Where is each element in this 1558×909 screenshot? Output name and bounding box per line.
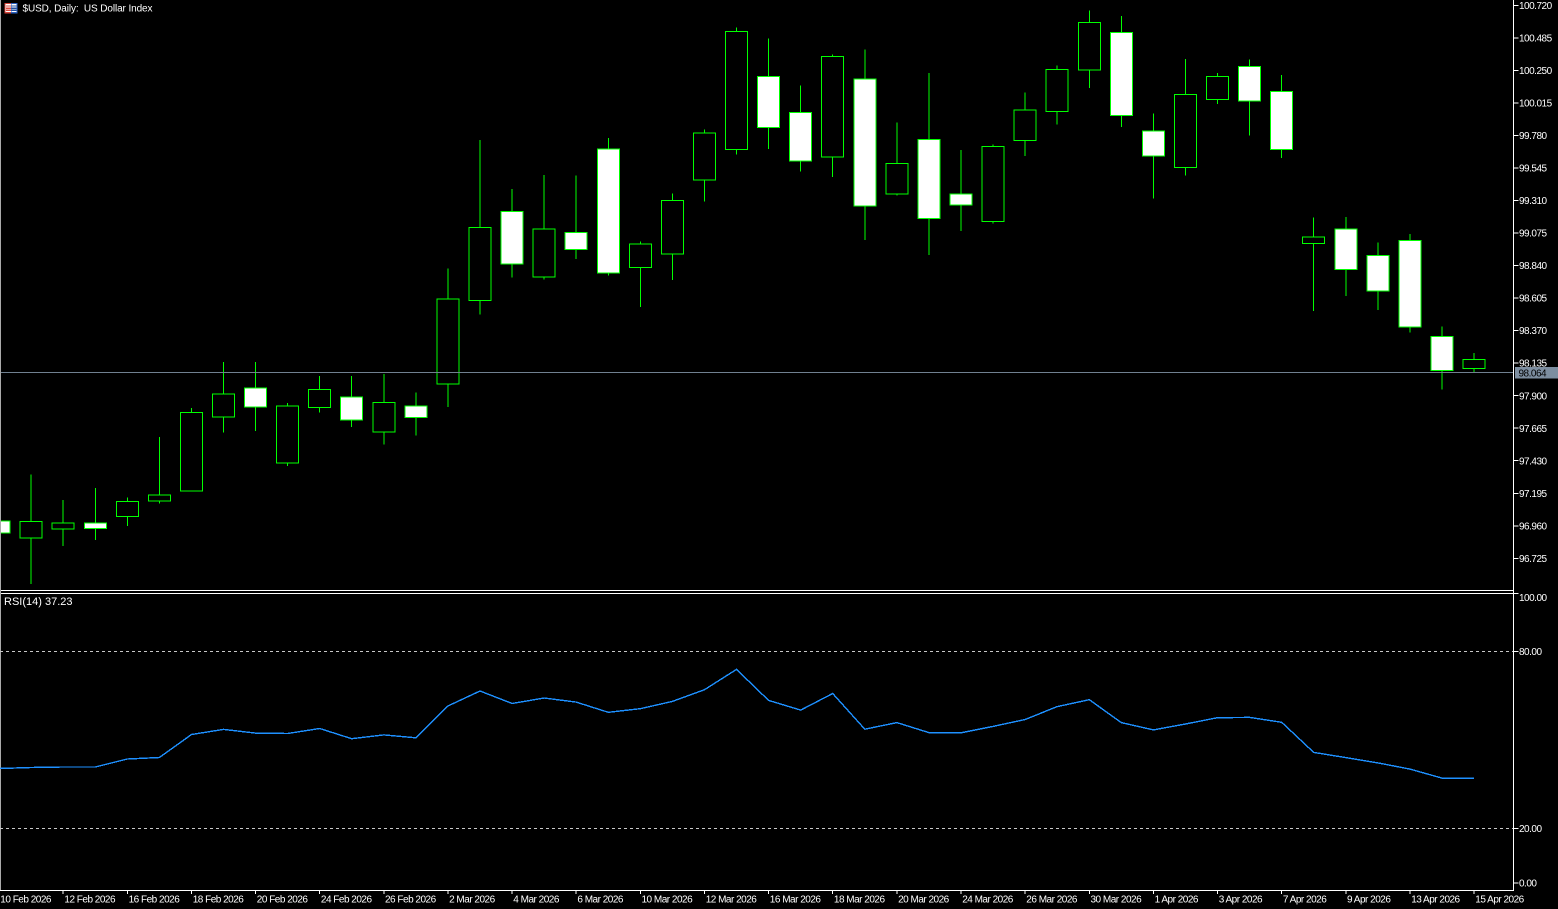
svg-text:16 Mar 2026: 16 Mar 2026 [770, 894, 822, 905]
svg-text:97.430: 97.430 [1519, 456, 1548, 467]
svg-text:99.545: 99.545 [1519, 164, 1548, 175]
svg-text:10 Mar 2026: 10 Mar 2026 [642, 894, 694, 905]
svg-text:97.665: 97.665 [1519, 424, 1548, 435]
svg-text:6 Mar 2026: 6 Mar 2026 [577, 894, 624, 905]
svg-text:20.00: 20.00 [1519, 824, 1542, 835]
svg-text:98.605: 98.605 [1519, 294, 1548, 305]
svg-text:12 Feb 2026: 12 Feb 2026 [64, 894, 116, 905]
svg-text:100.720: 100.720 [1519, 1, 1553, 12]
svg-text:18 Mar 2026: 18 Mar 2026 [834, 894, 886, 905]
svg-text:98.370: 98.370 [1519, 326, 1548, 337]
svg-text:98.135: 98.135 [1519, 359, 1548, 370]
svg-text:0.00: 0.00 [1519, 879, 1537, 890]
svg-text:24 Mar 2026: 24 Mar 2026 [962, 894, 1014, 905]
svg-text:9 Apr 2026: 9 Apr 2026 [1347, 894, 1391, 905]
svg-text:26 Feb 2026: 26 Feb 2026 [385, 894, 437, 905]
svg-text:80.00: 80.00 [1519, 647, 1542, 658]
svg-text:13 Apr 2026: 13 Apr 2026 [1411, 894, 1460, 905]
svg-text:96.725: 96.725 [1519, 554, 1548, 565]
svg-text:1 Apr 2026: 1 Apr 2026 [1155, 894, 1199, 905]
svg-text:96.960: 96.960 [1519, 521, 1548, 532]
svg-text:10 Feb 2026: 10 Feb 2026 [0, 894, 52, 905]
svg-text:12 Mar 2026: 12 Mar 2026 [706, 894, 758, 905]
svg-text:20 Mar 2026: 20 Mar 2026 [898, 894, 950, 905]
svg-text:RSI(14) 37.23: RSI(14) 37.23 [4, 596, 72, 608]
svg-text:97.900: 97.900 [1519, 391, 1548, 402]
svg-text:30 Mar 2026: 30 Mar 2026 [1091, 894, 1143, 905]
svg-text:15 Apr 2026: 15 Apr 2026 [1475, 894, 1524, 905]
svg-text:16 Feb 2026: 16 Feb 2026 [129, 894, 181, 905]
svg-text:2 Mar 2026: 2 Mar 2026 [449, 894, 496, 905]
svg-text:100.00: 100.00 [1519, 593, 1548, 604]
svg-text:99.310: 99.310 [1519, 196, 1548, 207]
svg-text:98.840: 98.840 [1519, 261, 1548, 272]
svg-text:18 Feb 2026: 18 Feb 2026 [193, 894, 245, 905]
svg-text:4 Mar 2026: 4 Mar 2026 [513, 894, 560, 905]
svg-text:100.250: 100.250 [1519, 66, 1553, 77]
svg-text:26 Mar 2026: 26 Mar 2026 [1026, 894, 1078, 905]
svg-text:$USD, Daily: US Dollar Index: $USD, Daily: US Dollar Index [23, 4, 153, 15]
svg-text:99.780: 99.780 [1519, 131, 1548, 142]
svg-text:7 Apr 2026: 7 Apr 2026 [1283, 894, 1327, 905]
svg-text:97.195: 97.195 [1519, 489, 1548, 500]
svg-text:100.015: 100.015 [1519, 99, 1553, 110]
svg-text:100.485: 100.485 [1519, 33, 1553, 44]
svg-text:99.075: 99.075 [1519, 229, 1548, 240]
svg-text:24 Feb 2026: 24 Feb 2026 [321, 894, 373, 905]
svg-text:20 Feb 2026: 20 Feb 2026 [257, 894, 309, 905]
svg-text:3 Apr 2026: 3 Apr 2026 [1219, 894, 1263, 905]
svg-text:98.064: 98.064 [1519, 368, 1548, 379]
